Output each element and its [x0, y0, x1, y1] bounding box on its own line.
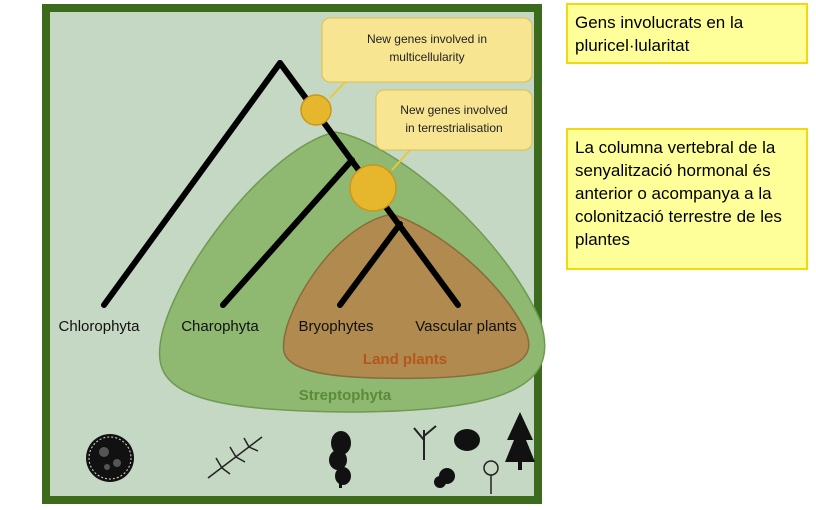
callout-connector [329, 81, 346, 99]
callout-terrestrialisation-line1: New genes involved [400, 103, 507, 117]
branch-charophyta [220, 157, 355, 308]
charophyta-alga-icon [207, 436, 263, 479]
group-label-land-plants: Land plants [363, 351, 447, 368]
land-plants-region [282, 213, 530, 380]
note-hormonal-signalling: La columna vertebral de la senyalització… [566, 128, 808, 270]
callout-box [321, 17, 533, 83]
chlorophyta-cell-icon [86, 434, 134, 482]
callout-connector [391, 149, 411, 171]
taxon-label-vascular-plants: Vascular plants [415, 318, 516, 335]
node-terrestrialisation [349, 164, 397, 212]
bryophyte-liverwort-icon [329, 431, 351, 488]
taxon-label-charophyta: Charophyta [181, 318, 259, 335]
taxon-label-chlorophyta: Chlorophyta [59, 318, 141, 335]
vascular-plants-icon [413, 412, 535, 494]
callout-multicellularity-line1: New genes involved in [367, 32, 487, 46]
taxon-label-bryophytes: Bryophytes [298, 318, 373, 335]
branch-chlorophyta [101, 60, 283, 308]
group-label-streptophyta: Streptophyta [299, 387, 392, 404]
branch-bryophytes [337, 221, 403, 308]
callout-terrestrialisation-line2: in terrestrialisation [405, 121, 502, 135]
callout-multicellularity-line2: multicellularity [389, 50, 464, 64]
node-multicellularity [300, 94, 332, 126]
callout-box [375, 89, 533, 151]
phylogeny-diagram: New genes involved in multicellularity N… [42, 4, 546, 504]
note-multicellularity-genes: Gens involucrats en la pluricel·lularita… [566, 3, 808, 64]
